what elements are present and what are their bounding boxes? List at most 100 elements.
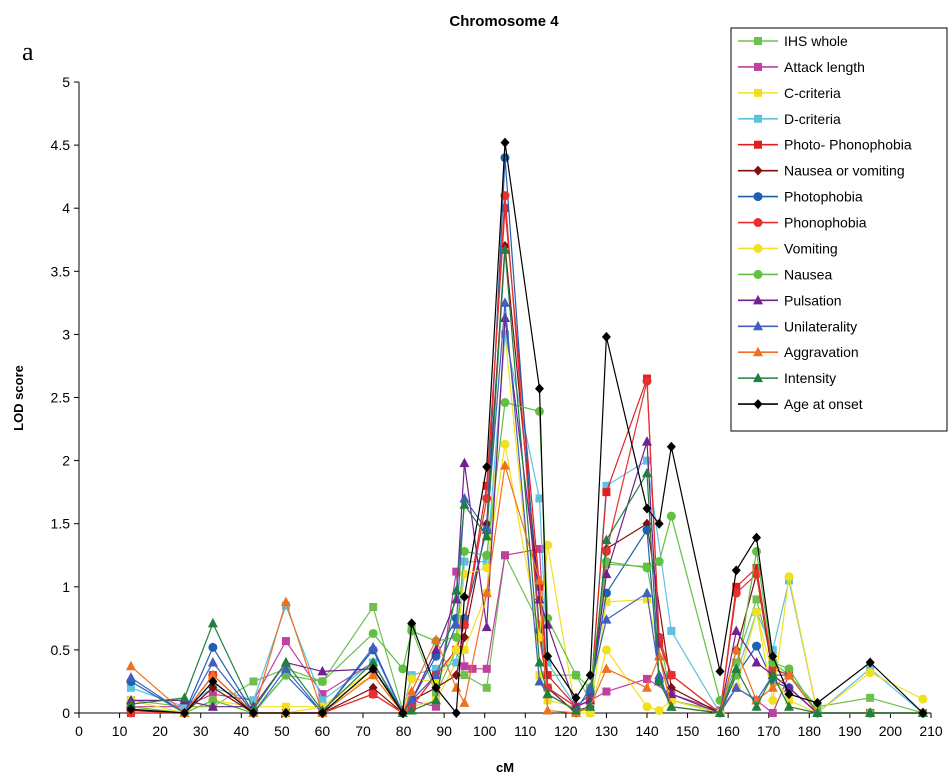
data-point: [601, 534, 612, 545]
x-tick-label: 40: [233, 723, 249, 739]
data-point: [643, 674, 651, 683]
data-point: [460, 557, 469, 566]
data-point: [460, 645, 469, 654]
data-point: [317, 708, 327, 718]
data-point: [865, 707, 876, 717]
x-tick-label: 10: [112, 723, 128, 739]
data-point: [543, 651, 553, 662]
data-point: [482, 563, 492, 573]
data-point: [126, 704, 136, 715]
data-point: [501, 551, 509, 560]
data-point: [207, 701, 218, 711]
data-point: [500, 460, 510, 470]
data-point: [654, 705, 664, 715]
data-point: [768, 709, 777, 717]
data-point: [585, 682, 596, 692]
data-point: [642, 503, 652, 514]
x-tick-label: 50: [274, 723, 290, 739]
data-point: [865, 657, 875, 668]
legend-marker: [754, 88, 762, 97]
data-point: [654, 675, 665, 686]
data-point: [812, 707, 823, 717]
y-tick-label: 3: [62, 326, 70, 342]
data-point: [767, 682, 778, 692]
data-point: [248, 708, 258, 718]
data-point: [768, 651, 778, 662]
legend-marker: [753, 399, 763, 410]
data-point: [752, 641, 762, 651]
data-point: [208, 682, 218, 693]
data-point: [406, 686, 417, 696]
data-point: [542, 704, 553, 715]
data-point: [731, 682, 742, 692]
data-point: [602, 687, 611, 696]
data-point: [180, 702, 189, 711]
data-point: [369, 602, 378, 611]
data-point: [571, 704, 581, 715]
data-point: [368, 669, 379, 680]
data-point: [317, 676, 327, 686]
data-point: [666, 670, 676, 680]
x-tick-label: 210: [919, 723, 943, 739]
data-point: [482, 557, 491, 566]
legend-marker: [753, 294, 763, 305]
y-tick-label: 2.5: [51, 390, 71, 406]
data-point: [751, 701, 762, 711]
data-point: [542, 688, 553, 699]
x-tick-label: 150: [676, 723, 700, 739]
data-point: [752, 607, 762, 617]
data-point: [368, 663, 378, 674]
legend-label: Aggravation: [784, 344, 859, 360]
data-point: [501, 330, 509, 339]
data-point: [318, 696, 327, 705]
data-point: [601, 645, 611, 655]
data-point: [654, 557, 664, 567]
data-point: [543, 696, 552, 705]
series-13: [125, 244, 928, 717]
data-point: [179, 692, 190, 702]
data-point: [585, 708, 595, 718]
data-point: [543, 658, 552, 667]
data-point: [459, 620, 469, 630]
y-tick-label: 1: [62, 579, 70, 595]
data-point: [731, 625, 742, 635]
data-point: [432, 690, 441, 699]
data-point: [601, 614, 612, 624]
legend-marker: [753, 192, 763, 202]
y-tick-label: 4: [62, 200, 70, 216]
data-point: [500, 137, 510, 148]
series-line: [130, 249, 923, 714]
x-tick-label: 70: [355, 723, 371, 739]
data-point: [715, 666, 725, 677]
data-point: [784, 701, 794, 711]
x-axis-label: cM: [496, 760, 514, 775]
data-point: [500, 191, 510, 201]
legend-marker: [754, 114, 762, 123]
data-point: [249, 677, 258, 686]
data-point: [731, 644, 742, 654]
data-point: [432, 702, 441, 711]
series-line: [130, 548, 923, 714]
data-point: [784, 669, 794, 680]
data-point: [368, 657, 379, 667]
data-point: [460, 662, 469, 671]
data-point: [126, 683, 135, 692]
series-line: [130, 302, 923, 715]
data-point: [535, 544, 544, 553]
data-point: [125, 672, 136, 682]
legend-label: IHS whole: [784, 33, 848, 49]
data-point: [406, 694, 417, 705]
data-point: [865, 668, 875, 678]
data-point: [768, 695, 778, 705]
data-point: [643, 595, 651, 604]
data-point: [601, 568, 612, 579]
data-point: [398, 708, 408, 718]
data-point: [459, 457, 470, 468]
data-point: [179, 708, 189, 718]
data-point: [601, 331, 611, 342]
x-tick-label: 180: [798, 723, 822, 739]
data-point: [398, 664, 408, 674]
data-point: [752, 546, 762, 556]
series-layer: [125, 137, 928, 718]
